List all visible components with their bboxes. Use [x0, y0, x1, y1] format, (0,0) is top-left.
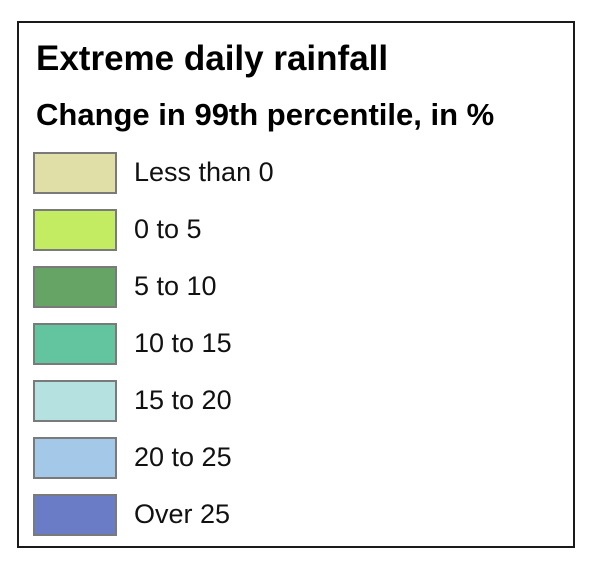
legend-item-label: 10 to 15: [134, 328, 232, 358]
legend-items: Less than 0 0 to 5 5 to 10 10 to 15 15 t…: [33, 151, 274, 550]
legend-item-5-to-10: 5 to 10: [33, 265, 274, 308]
legend-item-10-to-15: 10 to 15: [33, 322, 274, 365]
legend-item-label: Over 25: [134, 499, 231, 529]
legend-item-label: 5 to 10: [134, 271, 217, 301]
legend-item-label: 0 to 5: [134, 214, 202, 244]
legend-subtitle: Change in 99th percentile, in %: [36, 97, 495, 132]
legend-swatch: [33, 322, 117, 365]
legend-swatch: [33, 379, 117, 422]
legend-item-label: 15 to 20: [134, 385, 232, 415]
map-legend: Extreme daily rainfall Change in 99th pe…: [17, 21, 575, 548]
legend-swatch: [33, 208, 117, 251]
legend-item-over-25: Over 25: [33, 493, 274, 536]
legend-swatch: [33, 493, 117, 536]
legend-item-0-to-5: 0 to 5: [33, 208, 274, 251]
legend-swatch: [33, 265, 117, 308]
legend-item-label: Less than 0: [134, 157, 274, 187]
legend-swatch: [33, 151, 117, 194]
legend-item-20-to-25: 20 to 25: [33, 436, 274, 479]
legend-swatch: [33, 436, 117, 479]
legend-item-less-than-0: Less than 0: [33, 151, 274, 194]
legend-item-15-to-20: 15 to 20: [33, 379, 274, 422]
legend-title: Extreme daily rainfall: [36, 39, 389, 78]
legend-item-label: 20 to 25: [134, 442, 232, 472]
